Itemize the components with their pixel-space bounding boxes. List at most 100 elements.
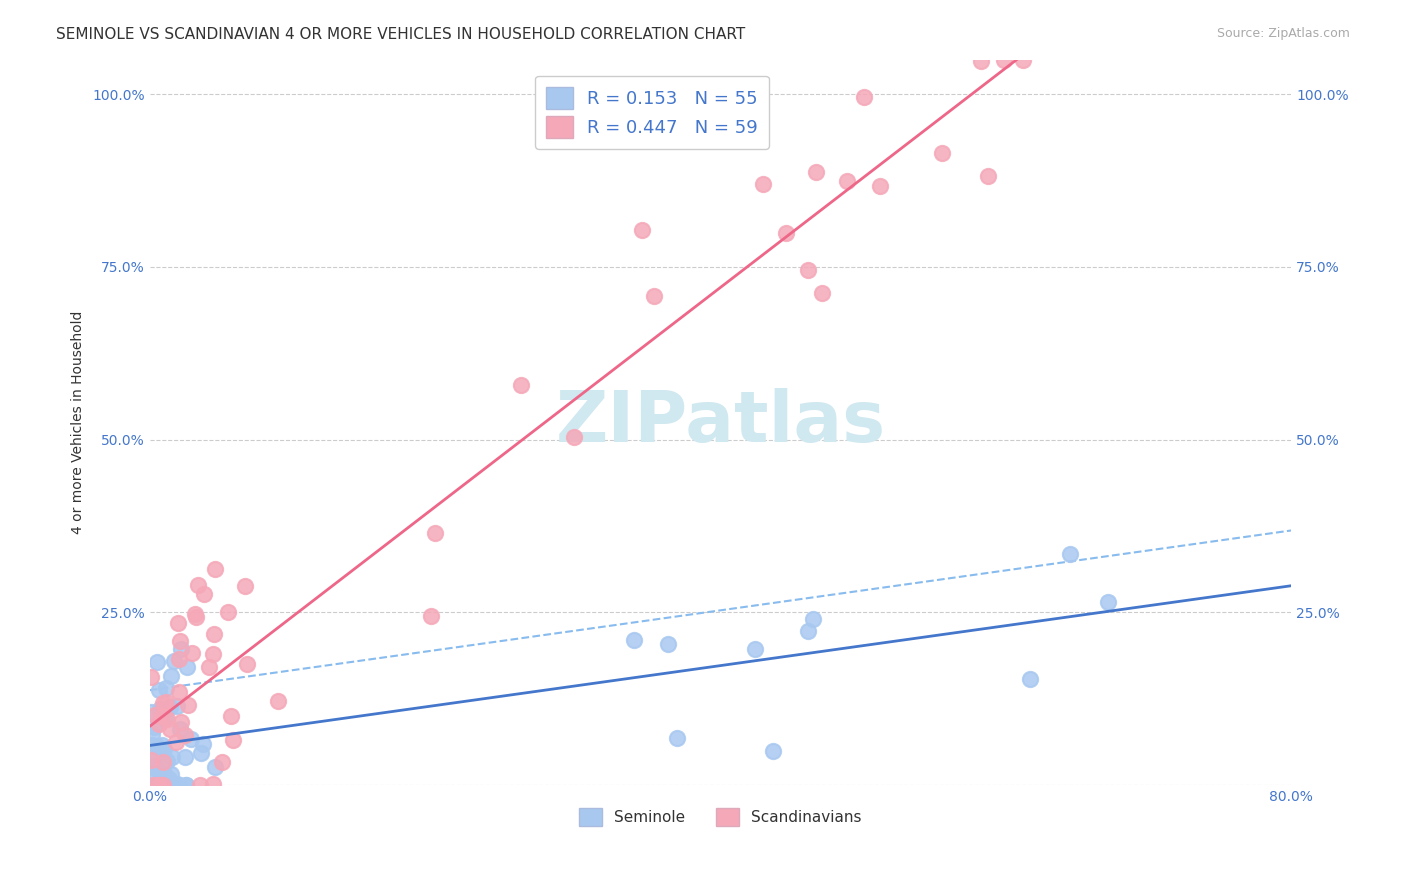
Point [141, 753, 163, 767]
Point [160, 750, 183, 764]
Point [657, 637, 679, 651]
Point [419, 608, 441, 623]
Point [219, 709, 242, 723]
Point [142, 760, 165, 774]
Point [141, 670, 163, 684]
Point [233, 579, 256, 593]
Point [801, 612, 824, 626]
Point [148, 683, 170, 698]
Point [143, 707, 166, 722]
Point [201, 647, 224, 661]
Point [165, 735, 187, 749]
Y-axis label: 4 or more Vehicles in Household: 4 or more Vehicles in Household [72, 310, 86, 534]
Point [665, 731, 688, 745]
Point [156, 712, 179, 726]
Point [150, 778, 173, 792]
Point [163, 654, 186, 668]
Point [217, 605, 239, 619]
Point [146, 764, 169, 778]
Point [146, 656, 169, 670]
Point [869, 178, 891, 193]
Text: ZIPatlas: ZIPatlas [555, 388, 886, 457]
Point [796, 263, 818, 277]
Point [159, 778, 181, 792]
Point [191, 737, 214, 751]
Point [141, 739, 163, 753]
Point [167, 778, 190, 792]
Point [142, 778, 165, 792]
Point [160, 767, 183, 781]
Point [853, 90, 876, 104]
Point [202, 626, 225, 640]
Point [146, 739, 169, 753]
Legend: Seminole, Scandinavians: Seminole, Scandinavians [569, 798, 870, 836]
Point [143, 760, 166, 774]
Point [139, 705, 162, 719]
Point [153, 741, 176, 756]
Point [993, 53, 1015, 67]
Point [143, 752, 166, 766]
Point [184, 610, 207, 624]
Point [153, 777, 176, 791]
Point [159, 700, 181, 714]
Point [183, 607, 205, 622]
Point [170, 715, 193, 730]
Point [146, 778, 169, 792]
Point [159, 669, 181, 683]
Point [198, 660, 221, 674]
Point [267, 694, 290, 708]
Point [181, 646, 204, 660]
Point [170, 642, 193, 657]
Point [193, 587, 215, 601]
Point [174, 778, 197, 792]
Point [188, 778, 211, 792]
Point [156, 754, 179, 768]
Point [152, 696, 174, 710]
Point [1012, 53, 1035, 67]
Point [150, 706, 173, 721]
Point [236, 657, 259, 671]
Point [157, 772, 180, 787]
Point [744, 641, 766, 656]
Point [187, 577, 209, 591]
Point [166, 615, 188, 630]
Point [139, 778, 162, 792]
Point [1097, 595, 1119, 609]
Point [141, 778, 163, 792]
Point [211, 755, 233, 769]
Text: Source: ZipAtlas.com: Source: ZipAtlas.com [1216, 27, 1350, 40]
Point [166, 777, 188, 791]
Point [173, 749, 195, 764]
Point [222, 733, 245, 747]
Point [204, 562, 226, 576]
Point [174, 778, 197, 792]
Text: SEMINOLE VS SCANDINAVIAN 4 OR MORE VEHICLES IN HOUSEHOLD CORRELATION CHART: SEMINOLE VS SCANDINAVIAN 4 OR MORE VEHIC… [56, 27, 745, 42]
Point [148, 716, 170, 731]
Point [810, 285, 832, 300]
Point [176, 698, 198, 712]
Point [425, 526, 447, 541]
Point [201, 777, 224, 791]
Point [159, 722, 181, 736]
Point [149, 702, 172, 716]
Point [970, 54, 993, 69]
Point [143, 772, 166, 787]
Point [204, 760, 226, 774]
Point [169, 722, 191, 736]
Point [174, 728, 197, 742]
Point [1059, 547, 1081, 561]
Point [1019, 672, 1042, 686]
Point [141, 727, 163, 741]
Point [150, 738, 173, 752]
Point [169, 633, 191, 648]
Point [163, 778, 186, 792]
Point [562, 430, 585, 444]
Point [509, 378, 531, 392]
Point [797, 624, 820, 639]
Point [142, 720, 165, 734]
Point [775, 226, 797, 240]
Point [806, 165, 828, 179]
Point [623, 633, 645, 648]
Point [190, 746, 212, 760]
Point [152, 755, 174, 769]
